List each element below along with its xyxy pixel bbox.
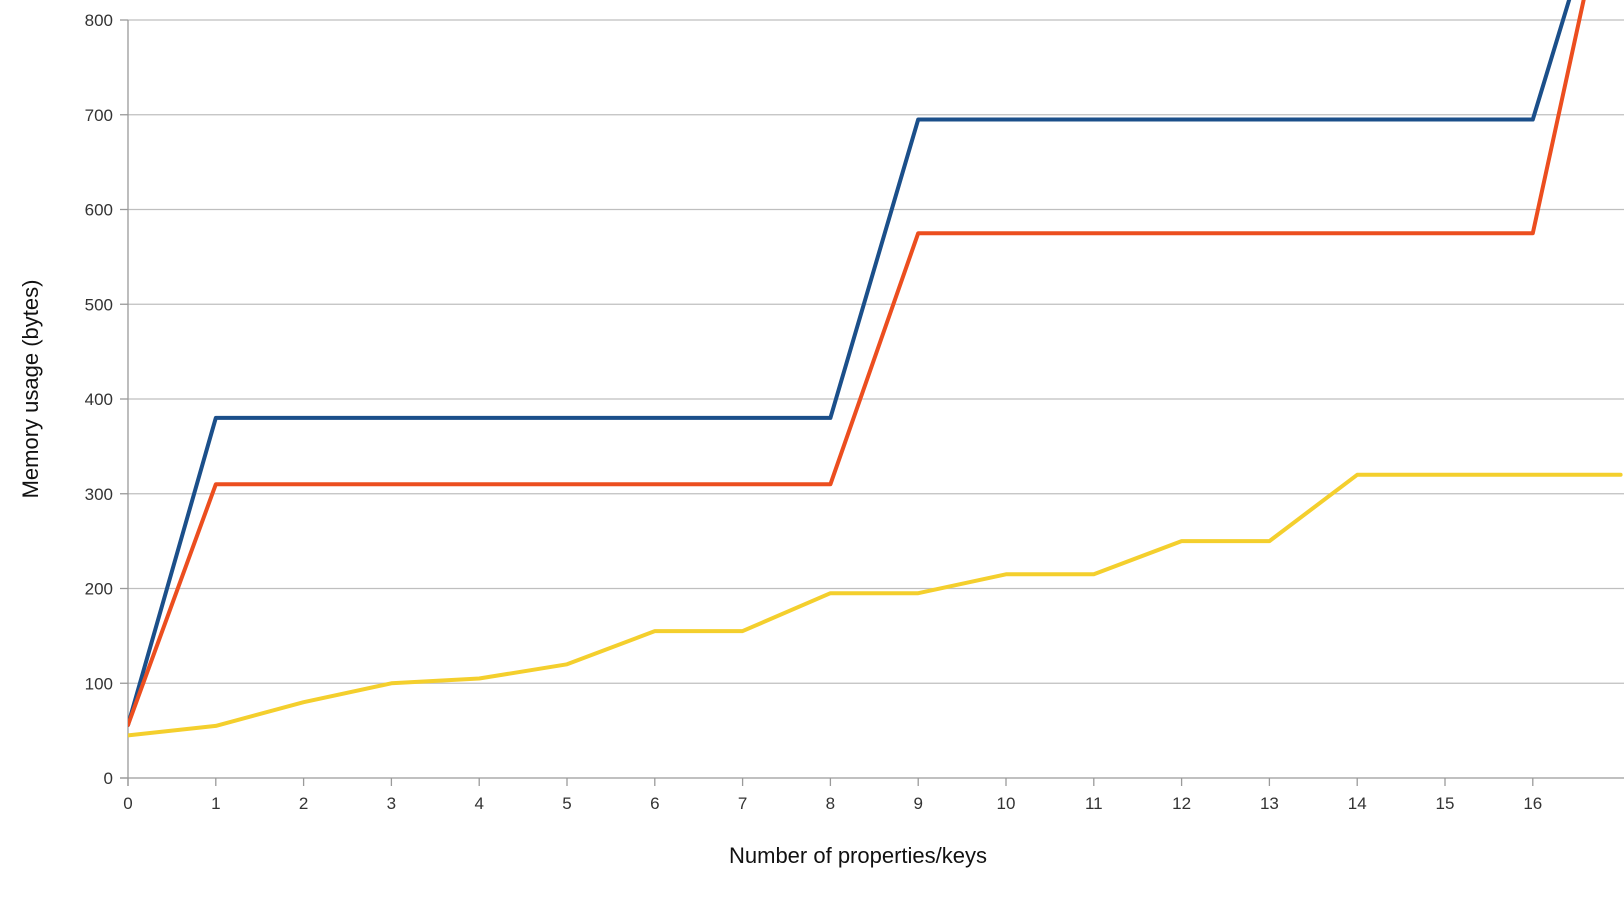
gridlines [128,19,1624,684]
x-tick-label: 3 [387,794,396,813]
x-tick-label: 5 [562,794,571,813]
y-tick-label: 100 [85,674,113,693]
axes [120,19,1624,786]
x-tick-label: 7 [738,794,747,813]
x-axis-title: Number of properties/keys [729,843,987,868]
x-tick-label: 14 [1348,794,1367,813]
x-tick-label: 16 [1523,794,1542,813]
x-tick-label: 6 [650,794,659,813]
y-axis-title: Memory usage (bytes) [18,280,43,499]
x-tick-label: 8 [826,794,835,813]
x-tick-label: 2 [299,794,308,813]
y-tick-label: 400 [85,390,113,409]
series-line-3 [128,472,1623,738]
y-tick-label: 300 [85,485,113,504]
x-tick-label: 9 [913,794,922,813]
x-tick-label: 12 [1172,794,1191,813]
x-tick-label: 0 [123,794,132,813]
series-line-2 [128,0,1586,727]
y-tick-label: 200 [85,580,113,599]
x-tick-label: 1 [211,794,220,813]
y-tick-label: 0 [104,769,113,788]
x-tick-label: 11 [1085,794,1103,813]
series-lines [128,0,1623,738]
y-tick-label: 600 [85,201,113,220]
series-line-1 [128,0,1572,727]
y-tick-label: 500 [85,295,113,314]
y-tick-label: 800 [85,11,113,30]
x-tick-label: 4 [474,794,483,813]
y-tick-label: 700 [85,106,113,125]
x-tick-label: 10 [997,794,1016,813]
x-tick-label: 15 [1436,794,1455,813]
x-tick-label: 13 [1260,794,1279,813]
